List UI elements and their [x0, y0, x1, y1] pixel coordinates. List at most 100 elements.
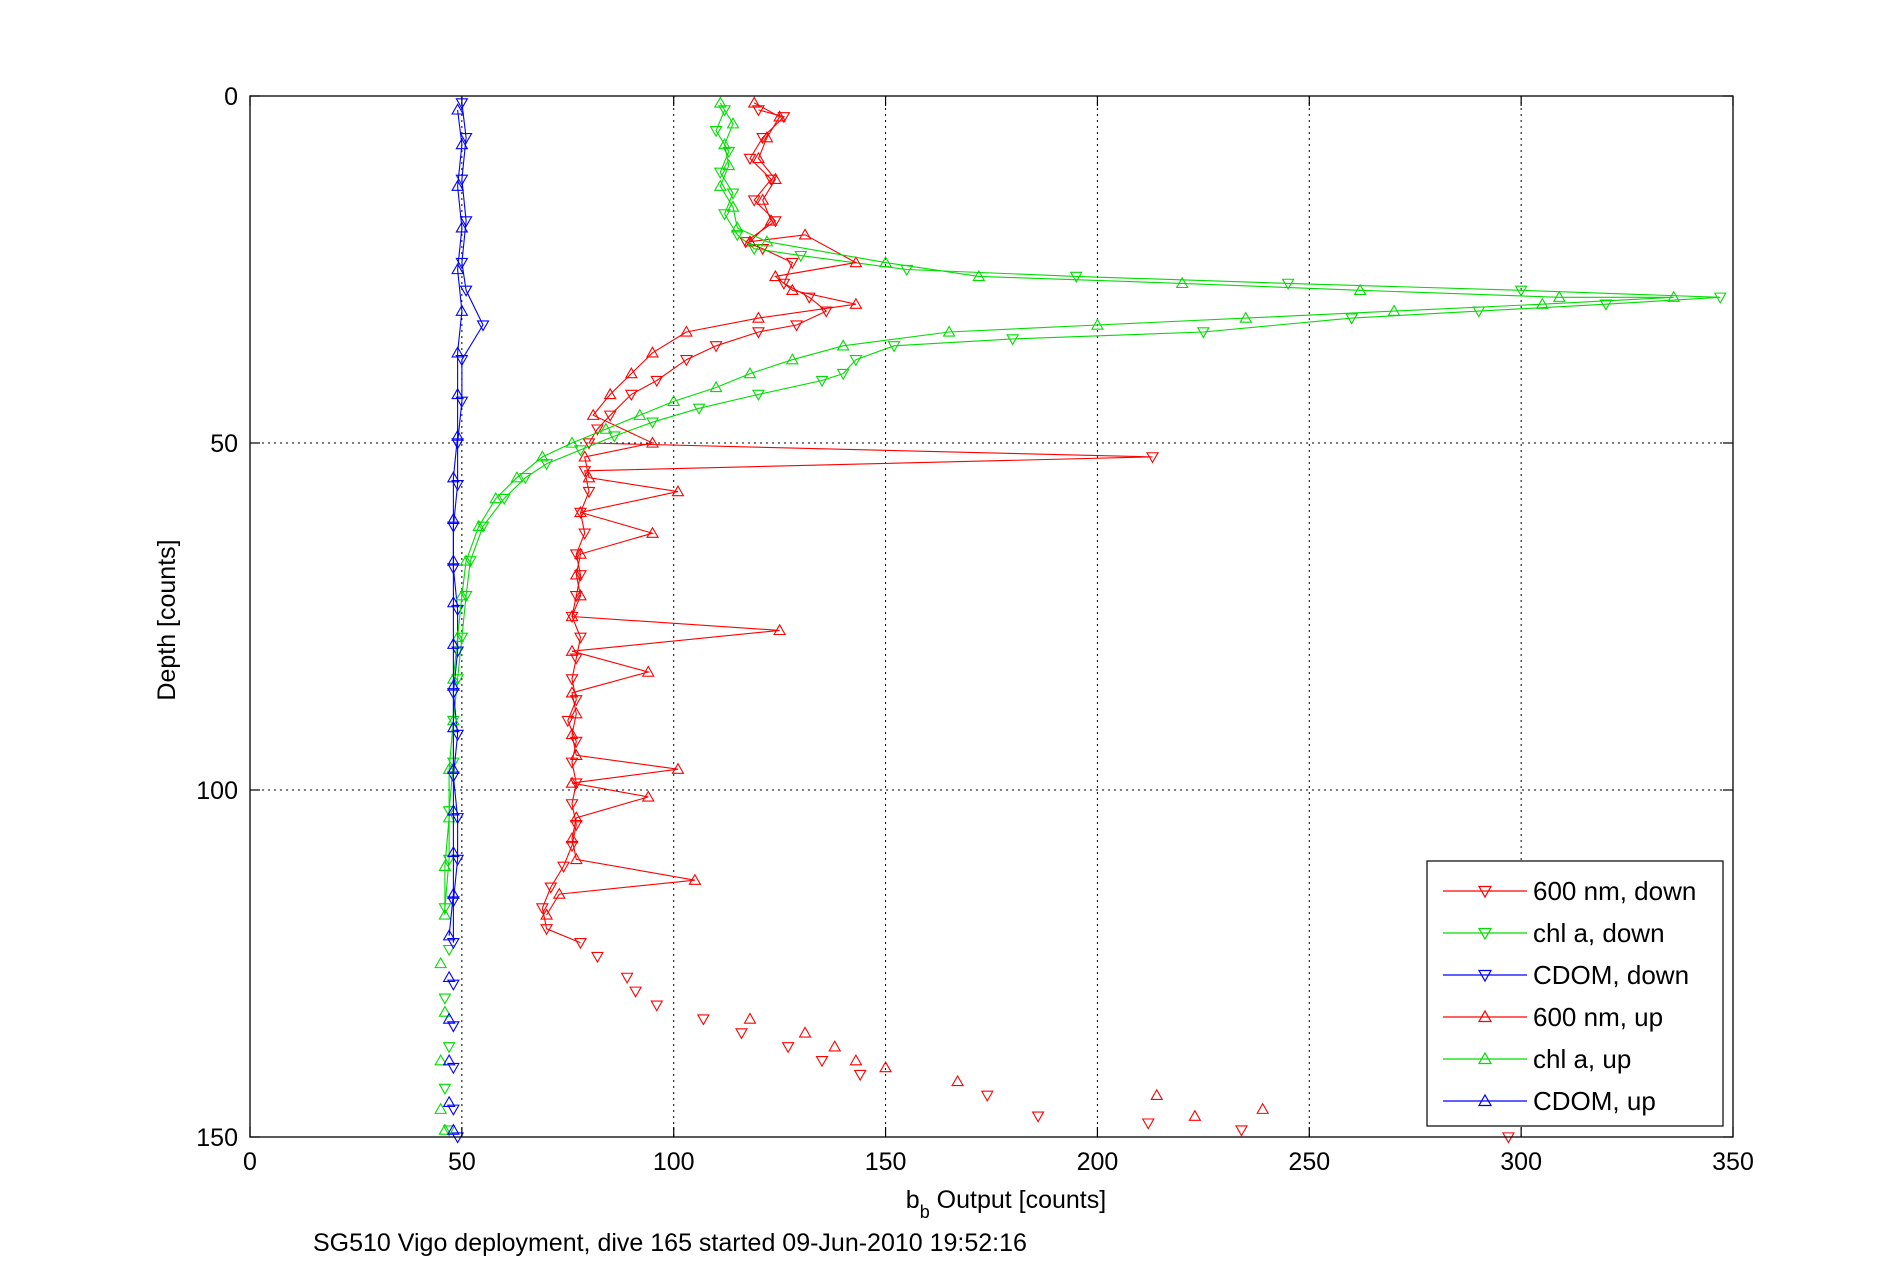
data-point [781, 1042, 795, 1054]
data-point [459, 591, 473, 603]
data-point [446, 720, 460, 733]
data-point [798, 1026, 812, 1038]
data-point [688, 873, 702, 885]
data-point [451, 630, 465, 642]
data-point [438, 1005, 452, 1017]
data-point [629, 986, 643, 998]
data-point [879, 255, 893, 268]
data-point [442, 1095, 456, 1107]
data-point [446, 804, 460, 816]
data-point [1713, 292, 1727, 304]
data-point [735, 1028, 748, 1040]
data-point [773, 110, 787, 122]
data-point [1535, 297, 1549, 309]
data-point [569, 549, 583, 561]
data-point [438, 908, 452, 920]
data-point [1353, 283, 1367, 295]
data-point [726, 200, 740, 212]
data-point [713, 96, 727, 108]
data-point [459, 554, 473, 566]
data-point [574, 505, 587, 518]
data-point [442, 1042, 456, 1054]
data-point [752, 327, 765, 339]
data-point [459, 132, 473, 145]
data-point [518, 473, 532, 485]
legend-marker [1477, 969, 1493, 983]
data-point [535, 903, 549, 915]
x-tick-label: 250 [1288, 1148, 1330, 1176]
data-point [574, 547, 587, 559]
data-point [1196, 327, 1210, 339]
data-point [815, 375, 829, 388]
legend-marker [1477, 1009, 1493, 1023]
data-point [569, 748, 583, 760]
data-point [565, 436, 579, 448]
legend-marker [1477, 1093, 1493, 1107]
data-point [569, 707, 583, 719]
data-point [446, 554, 460, 566]
data-point [489, 491, 503, 504]
data-point [574, 632, 587, 644]
data-point [569, 811, 583, 823]
data-point [455, 257, 469, 270]
data-point [726, 117, 740, 129]
data-point [819, 306, 833, 318]
data-point [459, 285, 473, 297]
data-point [641, 790, 655, 802]
data-point [650, 375, 664, 388]
data-point [434, 1054, 448, 1066]
data-point [760, 235, 774, 247]
data-point [760, 131, 774, 143]
legend: 600 nm, down chl a, down CDOM, down 600 nm,… [1426, 860, 1724, 1127]
y-axis-label: Depth [counts] [153, 539, 181, 700]
data-point [472, 519, 486, 531]
data-point [442, 1012, 456, 1024]
data-point [849, 297, 863, 309]
data-point [1501, 1132, 1515, 1144]
data-point [646, 526, 659, 538]
legend-label: 600 nm, up [1533, 1002, 1663, 1032]
data-point [743, 366, 757, 379]
data-point [679, 355, 693, 367]
x-tick-label: 150 [865, 1148, 907, 1176]
data-point [1345, 313, 1359, 325]
data-point [752, 311, 765, 323]
data-point [764, 174, 778, 186]
data-point [1150, 1088, 1164, 1101]
y-tick-label: 100 [196, 777, 238, 805]
data-point [718, 137, 732, 150]
data-point [1599, 299, 1613, 311]
legend-label: chl a, down [1533, 918, 1665, 948]
data-point [438, 993, 452, 1005]
data-point [849, 355, 863, 367]
legend-label: 600 nm, down [1533, 876, 1696, 906]
data-point [1141, 1118, 1155, 1130]
data-point [768, 172, 782, 184]
data-point [574, 589, 587, 601]
data-point [709, 126, 723, 138]
data-point [853, 1069, 867, 1082]
data-point [540, 908, 554, 920]
y-tick-label: 50 [210, 430, 238, 458]
data-point [646, 417, 659, 429]
data-point [951, 1074, 965, 1087]
data-point [582, 486, 596, 499]
series-line [452, 102, 484, 943]
data-point [785, 257, 799, 270]
data-point [607, 431, 621, 443]
data-point [713, 179, 727, 191]
data-point [752, 151, 765, 164]
data-point [1514, 285, 1528, 297]
legend-box [1426, 860, 1724, 1127]
data-point [743, 1012, 757, 1024]
data-point [544, 882, 558, 894]
data-point [463, 556, 477, 568]
data-point [768, 269, 782, 282]
x-tick-label: 350 [1712, 1148, 1754, 1176]
data-point [446, 1123, 460, 1135]
data-point [574, 570, 587, 582]
data-point [709, 341, 723, 353]
data-point [565, 831, 579, 844]
data-point [446, 845, 460, 858]
data-point [446, 512, 460, 525]
